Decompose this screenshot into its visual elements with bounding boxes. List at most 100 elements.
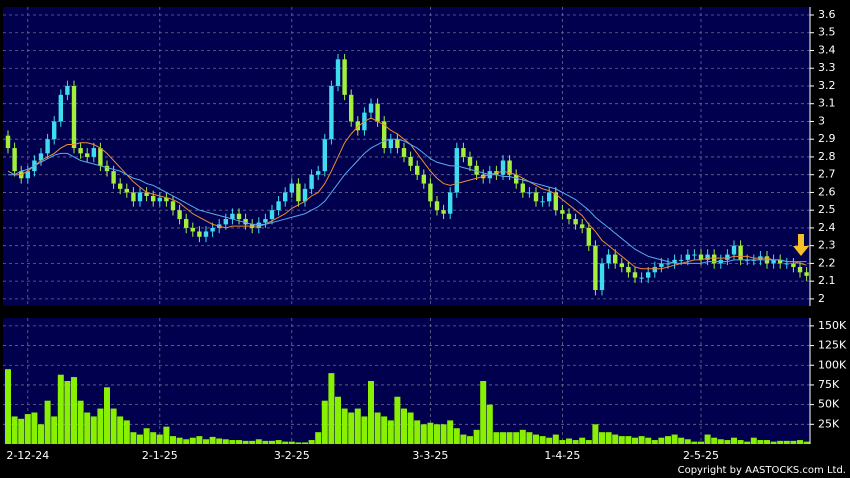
candle-body xyxy=(157,197,162,202)
volume-bar xyxy=(31,412,38,444)
candle-body xyxy=(784,263,789,265)
volume-bar xyxy=(84,412,91,444)
candle-body xyxy=(302,188,308,202)
volume-bar xyxy=(44,400,51,444)
y-tick-label: 2.4 xyxy=(818,221,836,234)
volume-bar xyxy=(348,412,355,444)
volume-bar xyxy=(302,442,308,444)
candle-body xyxy=(527,192,532,194)
candle-body xyxy=(118,183,123,189)
candle-body xyxy=(401,148,407,157)
y-tick-label: 125K xyxy=(818,339,847,352)
volume-bar xyxy=(156,434,163,444)
candle-body xyxy=(415,165,420,175)
volume-bar xyxy=(189,437,196,444)
volume-bar xyxy=(229,440,236,444)
candle-body xyxy=(619,263,624,267)
candle-body xyxy=(223,219,228,225)
candle-body xyxy=(111,171,116,184)
volume-bar xyxy=(222,439,229,444)
y-tick-label: 3.6 xyxy=(818,8,836,21)
volume-bar xyxy=(143,428,150,444)
volume-bar xyxy=(361,416,368,444)
candle-body xyxy=(85,153,90,157)
arrow-marker xyxy=(793,234,809,256)
candle-body xyxy=(131,192,136,202)
volume-bar xyxy=(216,438,223,444)
candle-body xyxy=(269,210,275,220)
candle-body xyxy=(731,245,737,255)
candle-body xyxy=(500,160,506,175)
volume-bar xyxy=(770,441,777,444)
volume-bar xyxy=(150,432,157,444)
volume-bar xyxy=(97,408,104,444)
volume-bar xyxy=(618,436,625,444)
x-tick-label: 3-3-25 xyxy=(412,449,448,462)
x-tick-label: 2-5-25 xyxy=(683,449,719,462)
volume-bar xyxy=(130,432,137,444)
volume-bar xyxy=(90,416,97,444)
volume-bar xyxy=(315,432,322,444)
candle-body xyxy=(797,266,803,273)
candle-body xyxy=(45,139,50,154)
volume-bar xyxy=(242,440,249,444)
volume-bar xyxy=(612,434,619,444)
candle-body xyxy=(566,213,572,220)
volume-bar xyxy=(447,420,454,444)
candle-body xyxy=(335,59,341,86)
volume-bar xyxy=(57,374,64,444)
volume-bar xyxy=(599,432,605,444)
candle-body xyxy=(540,201,545,203)
volume-bar xyxy=(552,434,559,444)
y-tick-label: 3 xyxy=(818,114,825,127)
candle-body xyxy=(454,148,459,193)
volume-bar xyxy=(539,436,546,444)
candle-body xyxy=(646,272,651,278)
volume-bar xyxy=(453,428,460,444)
candle-body xyxy=(329,85,334,140)
volume-bar xyxy=(572,440,579,444)
volume-bar xyxy=(335,396,341,444)
volume-bar xyxy=(566,438,572,444)
candle-body xyxy=(38,153,44,161)
candle-body xyxy=(461,148,466,157)
volume-bar xyxy=(183,439,190,444)
volume-bar xyxy=(117,416,124,444)
volume-bar xyxy=(308,440,315,444)
volume-bar xyxy=(783,440,790,444)
candle-body xyxy=(144,192,149,196)
candle-body xyxy=(698,254,704,260)
candle-body xyxy=(71,85,77,149)
y-tick-label: 3.3 xyxy=(818,61,836,74)
candle-body xyxy=(593,245,598,291)
volume-bar xyxy=(262,440,269,444)
candle-body xyxy=(78,148,83,154)
y-tick-label: 100K xyxy=(818,358,847,371)
candle-body xyxy=(65,85,70,95)
y-tick-label: 25K xyxy=(818,417,840,430)
volume-bar xyxy=(691,441,698,444)
volume-bar xyxy=(777,440,784,444)
y-tick-label: 2.9 xyxy=(818,132,836,145)
volume-bar xyxy=(513,432,520,444)
volume-bar xyxy=(5,369,11,444)
copyright: Copyright by AASTOCKS.com Ltd. xyxy=(678,465,846,476)
volume-bar xyxy=(645,437,652,444)
volume-bar xyxy=(757,440,764,444)
candle-body xyxy=(613,254,618,264)
volume-bar xyxy=(321,400,328,444)
candle-body xyxy=(170,201,176,211)
candle-body xyxy=(91,148,96,157)
volume-bar xyxy=(797,440,803,444)
volume-bar xyxy=(170,436,176,444)
volume-bar xyxy=(18,418,25,444)
candle-body xyxy=(190,227,195,232)
volume-bar xyxy=(368,381,374,444)
volume-bar xyxy=(434,424,440,444)
volume-bar xyxy=(658,437,665,444)
volume-bar xyxy=(420,424,427,444)
candle-body xyxy=(679,259,684,261)
candle-body xyxy=(659,263,664,267)
